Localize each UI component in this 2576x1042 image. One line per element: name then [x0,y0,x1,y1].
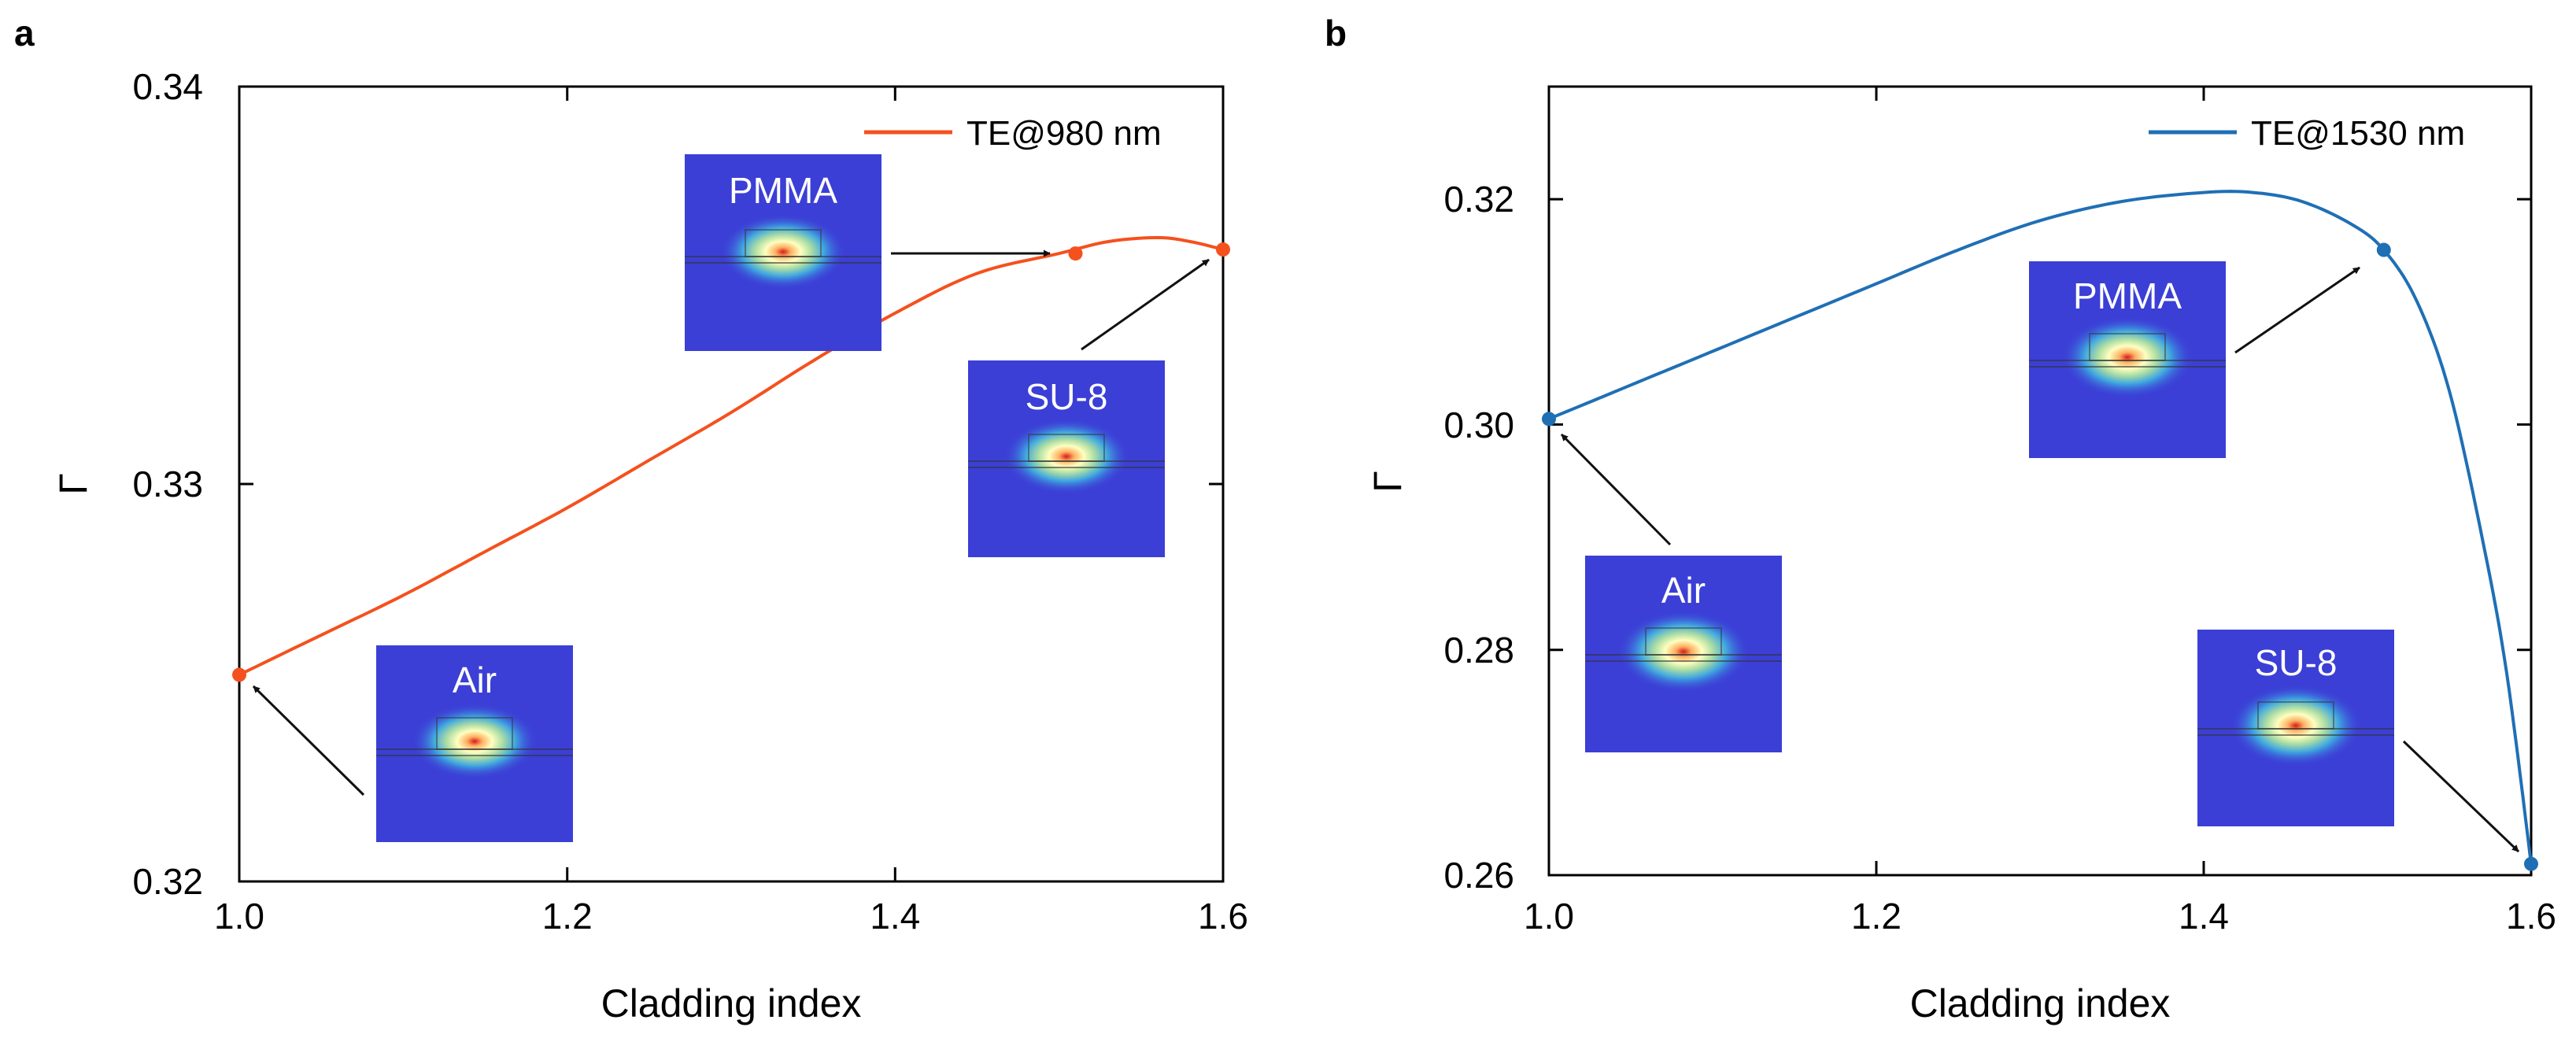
arrow-pmma-b [2234,266,2360,354]
panel-b-xlabel: Cladding index [1910,981,2171,1025]
panel-a-xtick-label: 1.6 [1198,896,1248,937]
panel-b-label: b [1325,13,1347,54]
inset-su8-b: SU-8 [2197,630,2394,826]
panel-a-series-line [238,235,1224,677]
inset-air-a: Air [376,645,573,842]
panel-a-legend: TE@980 nm [864,114,1162,153]
panel-a-marker-air [232,667,246,682]
panel-a-ytick-label: 0.32 [132,861,203,902]
panel-a-xlabel: Cladding index [601,981,862,1025]
panel-b-xtick-label: 1.4 [2179,896,2229,937]
panel-b-ytick-label: 0.30 [1443,405,1514,445]
panel-a-legend-label: TE@980 nm [966,114,1162,153]
panel-a-ticks [238,85,1225,883]
panel-a-xtick-label: 1.4 [870,896,920,937]
panel-a-marker-pmma [1068,246,1083,261]
panel-a-ytick-label: 0.33 [132,464,203,504]
panel-b-legend-label: TE@1530 nm [2251,114,2465,153]
panel-a: a 1.0 1.2 1.4 1.6 0.32 0.33 0.34 Claddin… [14,13,1248,1025]
panel-b-marker-pmma [2376,242,2391,257]
inset-su8-a-label: SU-8 [1026,376,1108,417]
panel-b-ytick-label: 0.28 [1443,630,1514,671]
panel-b-axes-box [1547,85,2533,877]
inset-su8-a: SU-8 [968,360,1165,557]
panel-b-xtick-label: 1.0 [1524,896,1574,937]
inset-pmma-a: PMMA [685,154,881,351]
panel-b-ytick-label: 0.26 [1443,855,1514,896]
panel-b-ytick-label: 0.32 [1443,179,1514,220]
panel-b: b 1.0 1.2 1.4 1.6 0.26 0.28 0.30 0.32 Cl… [1325,13,2556,1025]
inset-air-a-label: Air [453,660,497,700]
panel-b-xtick-label: 1.6 [2506,896,2556,937]
arrow-su8-a [1081,258,1210,351]
arrow-su8-b [2402,740,2520,853]
panel-a-xtick-label: 1.2 [542,896,593,937]
inset-su8-b-label: SU-8 [2255,642,2338,683]
panel-b-markers [1542,242,2538,871]
arrow-air-b [1560,433,1672,546]
inset-pmma-b-label: PMMA [2073,275,2182,316]
inset-pmma-a-label: PMMA [729,170,837,211]
panel-b-xtick-label: 1.2 [1851,896,1902,937]
panel-b-ylabel: Γ [1366,471,1410,493]
panel-b-marker-air [1542,412,1556,427]
panel-b-legend: TE@1530 nm [2149,114,2465,153]
panel-a-ytick-label: 0.34 [132,66,203,107]
panel-a-ylabel: Γ [51,473,95,495]
inset-air-b-label: Air [1661,570,1706,611]
panel-a-label: a [14,13,35,54]
inset-pmma-b: PMMA [2029,261,2226,458]
panel-a-markers [232,242,1230,682]
panel-a-xtick-label: 1.0 [214,896,264,937]
arrow-air-a [252,685,365,796]
inset-air-b: Air [1585,556,1782,752]
panel-b-marker-su8 [2524,856,2538,871]
panel-a-marker-su8 [1216,242,1230,257]
panel-b-series-line [1548,190,2533,864]
